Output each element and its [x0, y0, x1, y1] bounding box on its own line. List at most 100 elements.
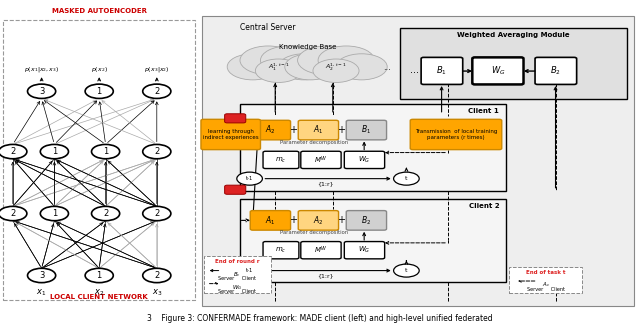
FancyBboxPatch shape — [344, 151, 385, 169]
Circle shape — [28, 268, 56, 283]
FancyBboxPatch shape — [202, 16, 634, 306]
FancyBboxPatch shape — [509, 267, 582, 293]
FancyBboxPatch shape — [263, 242, 299, 259]
Text: $A_2$: $A_2$ — [313, 214, 323, 227]
FancyBboxPatch shape — [240, 199, 506, 282]
Text: Central Server: Central Server — [240, 23, 296, 32]
Text: End of task t: End of task t — [526, 270, 565, 275]
Circle shape — [237, 264, 262, 277]
Text: $B_2$: $B_2$ — [550, 65, 561, 77]
Text: $B_1$: $B_1$ — [361, 124, 371, 136]
Text: $A_c$: $A_c$ — [541, 280, 550, 289]
Text: $A_1^{1,t-1}$: $A_1^{1,t-1}$ — [268, 62, 289, 73]
Text: $M^W$: $M^W$ — [314, 155, 328, 166]
Text: End of round r: End of round r — [215, 259, 259, 264]
Text: 3: 3 — [39, 271, 44, 280]
Text: $B_c$: $B_c$ — [233, 270, 241, 279]
FancyBboxPatch shape — [298, 211, 339, 230]
Circle shape — [227, 54, 278, 80]
FancyBboxPatch shape — [472, 57, 524, 84]
Text: MASKED AUTOENCODER: MASKED AUTOENCODER — [52, 8, 147, 14]
Text: Server     Client: Server Client — [218, 276, 256, 281]
Text: Weighted Averaging Module: Weighted Averaging Module — [458, 32, 570, 38]
Circle shape — [143, 144, 171, 159]
FancyBboxPatch shape — [201, 119, 260, 150]
Text: Server     Client: Server Client — [527, 287, 564, 292]
FancyBboxPatch shape — [298, 120, 339, 140]
Text: $M^W$: $M^W$ — [314, 245, 328, 256]
FancyBboxPatch shape — [301, 242, 341, 259]
Text: $W_G$: $W_G$ — [491, 65, 505, 77]
Text: $p(x_2)$: $p(x_2)$ — [91, 65, 108, 74]
FancyBboxPatch shape — [204, 256, 271, 293]
Text: 2: 2 — [154, 209, 159, 218]
Text: $A_1$: $A_1$ — [265, 214, 275, 227]
Text: 2: 2 — [10, 147, 15, 156]
FancyBboxPatch shape — [301, 151, 341, 169]
Text: $x_1$: $x_1$ — [36, 287, 47, 298]
FancyBboxPatch shape — [400, 28, 627, 99]
Text: ...: ... — [410, 65, 419, 75]
Circle shape — [85, 268, 113, 283]
Text: Client 1: Client 1 — [468, 109, 499, 114]
Text: Server     Client: Server Client — [218, 289, 256, 294]
FancyBboxPatch shape — [250, 211, 291, 230]
Circle shape — [143, 84, 171, 98]
Circle shape — [0, 144, 27, 159]
Circle shape — [255, 59, 301, 82]
Circle shape — [143, 206, 171, 221]
Text: $m_c$: $m_c$ — [275, 156, 287, 165]
Circle shape — [40, 144, 68, 159]
FancyBboxPatch shape — [346, 211, 387, 230]
FancyBboxPatch shape — [346, 120, 387, 140]
Text: $W_G$: $W_G$ — [358, 155, 371, 165]
Circle shape — [240, 46, 296, 75]
Text: Client 2: Client 2 — [468, 203, 499, 209]
Circle shape — [298, 46, 354, 75]
Text: 1: 1 — [52, 209, 57, 218]
Circle shape — [40, 206, 68, 221]
Text: 3    Figure 3: CONFERMADE framework: MADE client (left) and high-level unified f: 3 Figure 3: CONFERMADE framework: MADE c… — [147, 314, 493, 323]
Circle shape — [394, 264, 419, 277]
Text: $B_2$: $B_2$ — [361, 214, 371, 227]
Text: 2: 2 — [154, 271, 159, 280]
Text: $B_1$: $B_1$ — [436, 65, 447, 77]
Text: LOCAL CLIENT NETWORK: LOCAL CLIENT NETWORK — [51, 294, 148, 300]
Text: 2: 2 — [10, 209, 15, 218]
FancyBboxPatch shape — [225, 114, 246, 123]
Circle shape — [394, 172, 419, 185]
Circle shape — [28, 84, 56, 98]
Circle shape — [92, 206, 120, 221]
Circle shape — [313, 59, 359, 82]
Text: $W_G$: $W_G$ — [232, 283, 243, 292]
FancyBboxPatch shape — [3, 20, 195, 300]
Text: learning through
indirect experiences: learning through indirect experiences — [203, 129, 259, 140]
Text: 2: 2 — [154, 147, 159, 156]
Text: +: + — [289, 125, 297, 135]
Circle shape — [237, 172, 262, 185]
Text: 2: 2 — [154, 87, 159, 96]
Circle shape — [0, 206, 27, 221]
Text: t-1: t-1 — [246, 176, 253, 181]
Text: $A_1$: $A_1$ — [313, 124, 323, 136]
Text: 1: 1 — [52, 147, 57, 156]
Text: 3: 3 — [39, 87, 44, 96]
FancyBboxPatch shape — [250, 120, 291, 140]
Circle shape — [336, 54, 387, 80]
Text: $m_c$: $m_c$ — [275, 246, 287, 255]
FancyBboxPatch shape — [535, 57, 577, 84]
Text: +: + — [289, 215, 297, 225]
Text: $\alpha_1$: $\alpha_1$ — [231, 114, 239, 122]
FancyBboxPatch shape — [240, 104, 506, 191]
Text: Parameter decomposition: Parameter decomposition — [280, 140, 348, 145]
FancyBboxPatch shape — [225, 185, 246, 194]
Text: $A_2$: $A_2$ — [265, 124, 275, 136]
FancyBboxPatch shape — [344, 242, 385, 259]
Text: t-1: t-1 — [246, 268, 253, 273]
Text: $\alpha_2$: $\alpha_2$ — [231, 186, 239, 194]
Text: $W_G$: $W_G$ — [358, 245, 371, 256]
Circle shape — [278, 54, 330, 80]
Text: +: + — [337, 125, 345, 135]
Text: 1: 1 — [97, 271, 102, 280]
Circle shape — [85, 84, 113, 98]
